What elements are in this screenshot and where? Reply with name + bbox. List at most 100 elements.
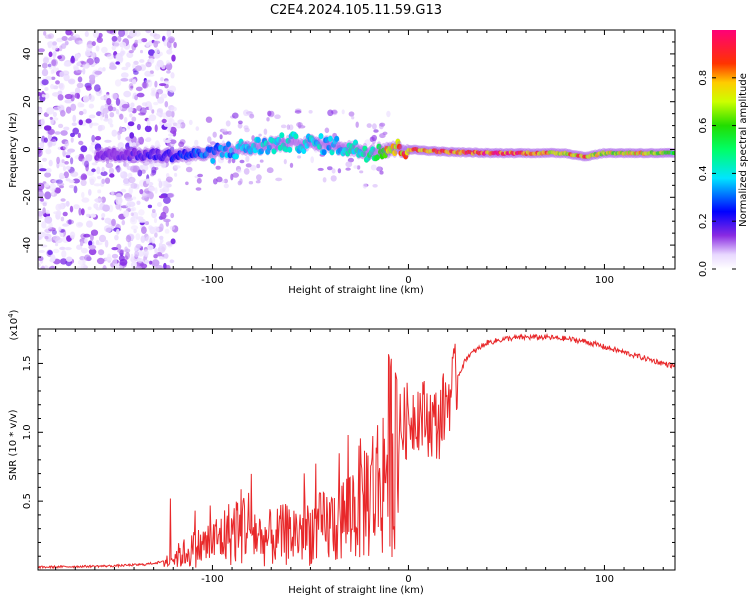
noise-speckle [151, 259, 160, 267]
noise-speckle [63, 61, 72, 67]
noise-speckle [243, 109, 250, 117]
noise-speckle [227, 130, 232, 135]
ridge-point [155, 148, 161, 155]
noise-speckle [81, 197, 90, 203]
ridge-point [210, 157, 216, 164]
noise-speckle [136, 200, 141, 205]
noise-speckle [65, 200, 70, 207]
noise-speckle [85, 85, 92, 91]
noise-speckle [54, 187, 61, 194]
noise-speckle [127, 121, 135, 127]
ridge-point [255, 137, 261, 143]
noise-speckle [159, 83, 167, 87]
noise-speckle [41, 68, 49, 77]
noise-speckle [95, 45, 100, 52]
snr-xlabel: Height of straight line (km) [288, 585, 424, 596]
noise-speckle [52, 51, 57, 57]
noise-speckle [135, 265, 142, 269]
noise-speckle [156, 59, 164, 68]
noise-speckle [91, 134, 96, 143]
noise-speckle [57, 182, 65, 187]
noise-speckle [146, 73, 155, 77]
noise-speckle [65, 154, 71, 159]
noise-speckle [129, 132, 135, 139]
colorbar-tick-label: 0.2 [698, 213, 709, 229]
noise-speckle [145, 178, 150, 185]
spectrogram-xtick-label: -100 [201, 275, 224, 286]
noise-speckle [138, 218, 146, 223]
noise-speckle [62, 211, 68, 217]
noise-speckle [364, 139, 371, 146]
noise-speckle [94, 143, 102, 151]
noise-speckle [115, 98, 121, 106]
colorbar-tick-label: 0.8 [698, 70, 709, 86]
noise-speckle [216, 176, 223, 183]
noise-speckle [75, 53, 81, 59]
noise-speckle [94, 136, 102, 141]
ridge-point [204, 150, 210, 157]
noise-speckle [135, 244, 142, 249]
noise-speckle [39, 141, 45, 149]
ridge-point [370, 146, 376, 153]
noise-speckle [137, 257, 143, 263]
snr-ytick-label: 1.5 [22, 355, 33, 371]
noise-speckle [155, 91, 160, 99]
noise-speckle [129, 113, 133, 118]
noise-speckle [130, 253, 134, 260]
noise-speckle [237, 123, 243, 129]
noise-speckle [142, 161, 150, 166]
noise-speckle [73, 204, 80, 210]
noise-speckle [132, 196, 137, 200]
noise-speckle [115, 196, 123, 205]
noise-speckle [102, 204, 110, 212]
noise-speckle [64, 99, 73, 104]
noise-speckle [44, 183, 50, 188]
noise-speckle [131, 142, 137, 148]
noise-speckle [58, 226, 62, 232]
noise-speckle [48, 51, 53, 58]
noise-speckle [153, 254, 158, 259]
noise-speckle [251, 135, 255, 141]
noise-speckle [111, 253, 119, 259]
noise-speckle [47, 41, 54, 47]
ridge-point [263, 140, 269, 147]
noise-speckle [38, 250, 45, 253]
noise-speckle [55, 203, 62, 211]
noise-speckle [130, 182, 138, 189]
noise-speckle [266, 117, 270, 122]
noise-speckle [96, 166, 101, 175]
noise-speckle [111, 45, 117, 51]
noise-speckle [158, 256, 166, 260]
noise-speckle [138, 112, 146, 116]
noise-speckle [45, 226, 52, 230]
noise-speckle [166, 70, 171, 74]
noise-speckle [123, 210, 130, 218]
noise-speckle [163, 196, 171, 204]
noise-speckle [88, 74, 96, 81]
noise-speckle [42, 202, 47, 207]
noise-speckle [102, 265, 107, 269]
noise-speckle [130, 165, 138, 173]
noise-speckle [145, 30, 152, 34]
noise-speckle [331, 168, 336, 174]
noise-speckle [151, 166, 157, 174]
noise-speckle [115, 109, 120, 115]
noise-speckle [164, 101, 169, 108]
noise-speckle [71, 122, 77, 126]
noise-speckle [38, 191, 45, 198]
noise-speckle [152, 226, 160, 233]
noise-speckle [38, 262, 41, 268]
snr-ticks: -100 0 100 0.5 1.0 1.5 [22, 329, 675, 585]
noise-speckle [42, 157, 47, 162]
ridge-point [229, 147, 235, 154]
noise-speckle [131, 116, 137, 122]
noise-speckle [76, 82, 84, 89]
noise-speckle [54, 131, 61, 135]
noise-speckle [64, 40, 69, 46]
noise-speckle [212, 131, 217, 138]
noise-speckle [104, 139, 112, 143]
noise-speckle [91, 168, 96, 173]
noise-speckle [356, 165, 361, 170]
noise-speckle [245, 163, 252, 168]
noise-speckle [238, 120, 243, 125]
